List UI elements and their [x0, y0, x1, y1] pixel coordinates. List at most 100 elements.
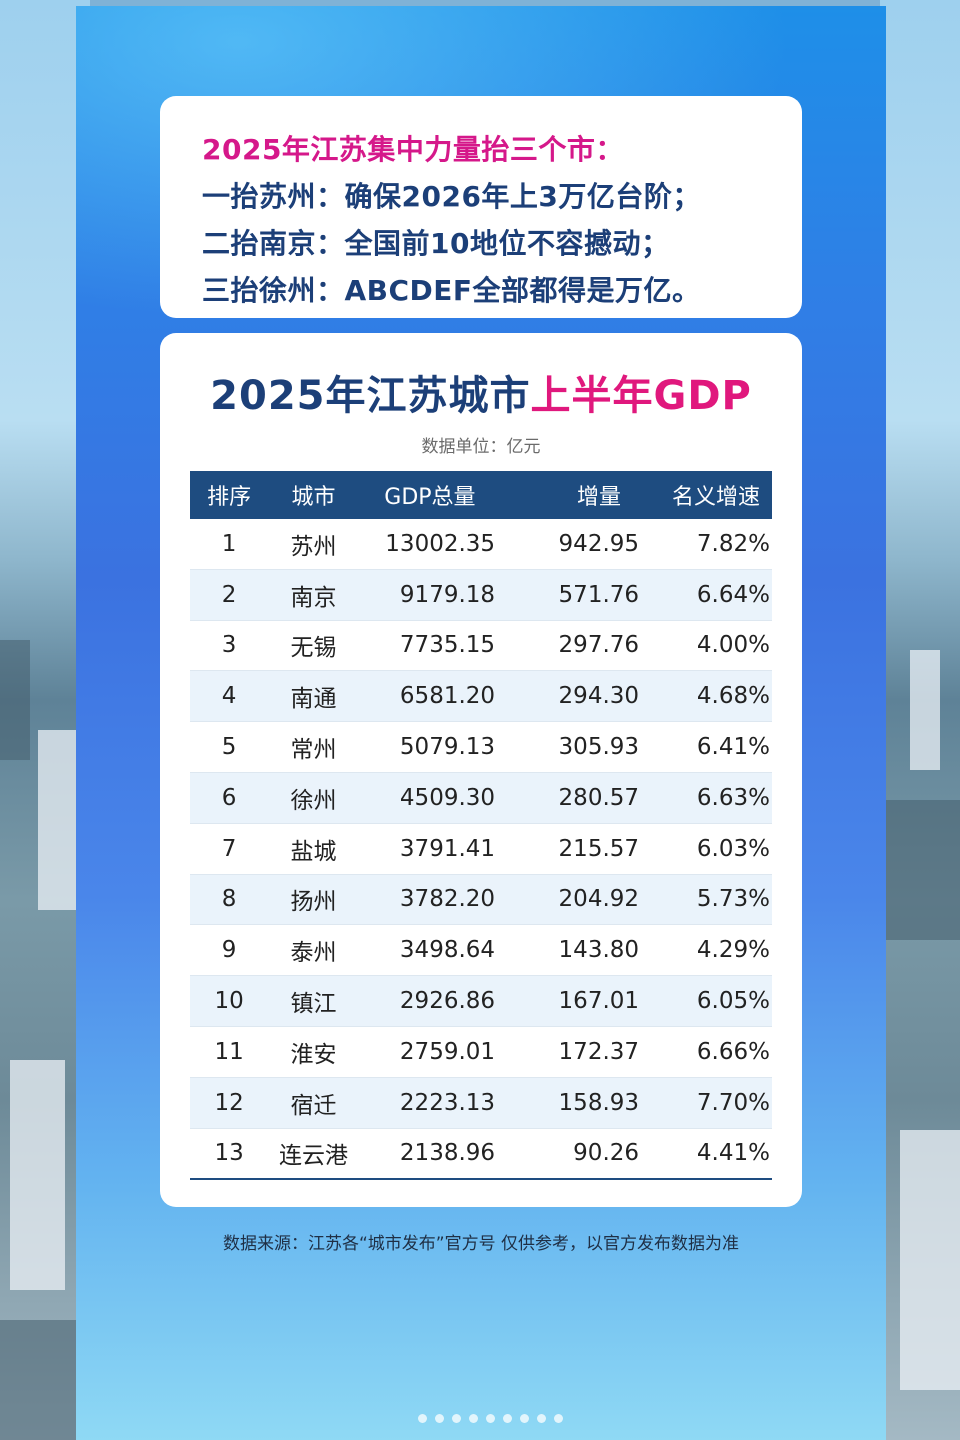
headline-line: 一抬苏州：确保2026年上3万亿台阶； [202, 180, 701, 213]
column-header-gdp: GDP总量 [358, 471, 502, 519]
cell-city: 扬州 [268, 874, 359, 925]
cell-city: 宿迁 [268, 1077, 359, 1129]
cell-increase: 215.57 [558, 835, 640, 862]
cell-gdp: 2926.86 [358, 975, 502, 1027]
cell-growth: 7.70% [639, 1077, 772, 1129]
cell-increase: 90.26 [573, 1140, 640, 1167]
cell-growth: 6.41% [696, 734, 770, 761]
table-row: 2 南京 9179.18 571.76 6.64% [190, 569, 772, 621]
cell-increase: 305.93 [558, 734, 640, 761]
cell-increase: 942.95 [558, 530, 640, 557]
cell-gdp: 5079.13 [399, 734, 496, 761]
cell-growth: 6.64% [639, 569, 772, 621]
cell-gdp: 13002.35 [385, 530, 496, 557]
table-row: 10 镇江 2926.86 167.01 6.05% [190, 975, 772, 1027]
cell-increase: 158.93 [501, 1077, 640, 1129]
cell-rank: 2 [190, 569, 269, 621]
headline-line: 2025年江苏集中力量抬三个市： [202, 133, 624, 166]
cell-rank: 1 [221, 530, 237, 557]
table-header-row: 排序 城市 GDP总量 增量 名义增速 [190, 471, 772, 519]
cell-city: 无锡 [290, 635, 337, 662]
cell-rank: 11 [214, 1038, 244, 1065]
cell-growth: 4.68% [639, 670, 772, 722]
cell-increase: 167.01 [501, 975, 640, 1027]
cell-rank: 12 [190, 1077, 269, 1129]
column-header-city: 城市 [268, 471, 359, 519]
column-header-growth: 名义增速 [639, 471, 772, 519]
cell-rank: 5 [221, 734, 237, 761]
cell-growth: 4.00% [696, 632, 770, 659]
cell-city: 连云港 [278, 1143, 348, 1170]
cell-city: 盐城 [290, 838, 337, 865]
cell-city: 淮安 [290, 1041, 337, 1068]
cell-city: 南通 [268, 670, 359, 722]
page-dot [503, 1414, 512, 1423]
unit-note: 数据单位：亿元 [421, 437, 541, 457]
cell-gdp: 2759.01 [399, 1038, 496, 1065]
table-row: 7 盐城 3791.41 215.57 6.03% [190, 823, 772, 875]
cell-growth: 4.41% [696, 1140, 770, 1167]
page-dot [486, 1414, 495, 1423]
cell-gdp: 9179.18 [358, 569, 502, 621]
title-main: 2025年江苏城市 [210, 373, 531, 419]
table-row: 6 徐州 4509.30 280.57 6.63% [190, 772, 772, 824]
cell-gdp: 2138.96 [399, 1140, 496, 1167]
cell-gdp: 3498.64 [399, 937, 496, 964]
table-row: 11 淮安 2759.01 172.37 6.66% [190, 1026, 772, 1078]
cell-city: 苏州 [290, 533, 337, 560]
cell-rank: 7 [221, 835, 237, 862]
cell-growth: 6.66% [696, 1038, 770, 1065]
cell-rank: 10 [190, 975, 269, 1027]
column-header-increase: 增量 [501, 471, 640, 519]
table-row: 5 常州 5079.13 305.93 6.41% [190, 722, 772, 773]
page-dot [469, 1414, 478, 1423]
cell-growth: 6.03% [696, 835, 770, 862]
table-row: 3 无锡 7735.15 297.76 4.00% [190, 620, 772, 671]
table-row: 1 苏州 13002.35 942.95 7.82% [190, 519, 772, 570]
cell-gdp: 7735.15 [399, 632, 496, 659]
cell-city: 镇江 [268, 975, 359, 1027]
cell-gdp: 6581.20 [358, 670, 502, 722]
cell-city: 徐州 [268, 772, 359, 824]
gdp-table-card: 2025年江苏城市上半年GDP 数据单位：亿元 排序 城市 GDP总量 增量 名… [160, 333, 802, 1207]
cell-rank: 4 [190, 670, 269, 722]
cell-growth: 7.82% [696, 530, 770, 557]
cell-increase: 294.30 [501, 670, 640, 722]
table-row: 13 连云港 2138.96 90.26 4.41% [190, 1128, 772, 1180]
headline-card: 2025年江苏集中力量抬三个市： 一抬苏州：确保2026年上3万亿台阶； 二抬南… [160, 96, 802, 318]
cell-growth: 6.05% [639, 975, 772, 1027]
table-title: 2025年江苏城市上半年GDP [160, 363, 802, 421]
background-city-right [880, 0, 960, 1440]
page-dot [435, 1414, 444, 1423]
headline-line: 三抬徐州：ABCDEF全部都得是万亿。 [202, 274, 701, 307]
cell-increase: 204.92 [501, 874, 640, 925]
table-row: 8 扬州 3782.20 204.92 5.73% [190, 874, 772, 925]
column-header-rank: 排序 [190, 471, 269, 519]
cell-rank: 3 [221, 632, 237, 659]
table-row: 4 南通 6581.20 294.30 4.68% [190, 670, 772, 722]
cell-increase: 280.57 [501, 772, 640, 824]
cell-gdp: 2223.13 [358, 1077, 502, 1129]
page-dot [537, 1414, 546, 1423]
background-city-left [0, 0, 90, 1440]
page-dot [520, 1414, 529, 1423]
cell-gdp: 3791.41 [399, 835, 496, 862]
cell-increase: 172.37 [558, 1038, 640, 1065]
title-highlight: 上半年GDP [530, 373, 752, 419]
page-indicator [418, 1414, 563, 1423]
cell-gdp: 3782.20 [358, 874, 502, 925]
headline-line: 二抬南京：全国前10地位不容撼动； [202, 227, 670, 260]
table-row: 9 泰州 3498.64 143.80 4.29% [190, 925, 772, 976]
cell-gdp: 4509.30 [358, 772, 502, 824]
cell-city: 常州 [290, 737, 337, 764]
cell-rank: 8 [190, 874, 269, 925]
cell-growth: 5.73% [639, 874, 772, 925]
cell-increase: 143.80 [558, 937, 640, 964]
cell-city: 泰州 [290, 940, 337, 967]
cell-increase: 297.76 [558, 632, 640, 659]
page-dot [452, 1414, 461, 1423]
cell-increase: 571.76 [501, 569, 640, 621]
page-dot [554, 1414, 563, 1423]
cell-growth: 4.29% [696, 937, 770, 964]
cell-rank: 13 [214, 1140, 244, 1167]
